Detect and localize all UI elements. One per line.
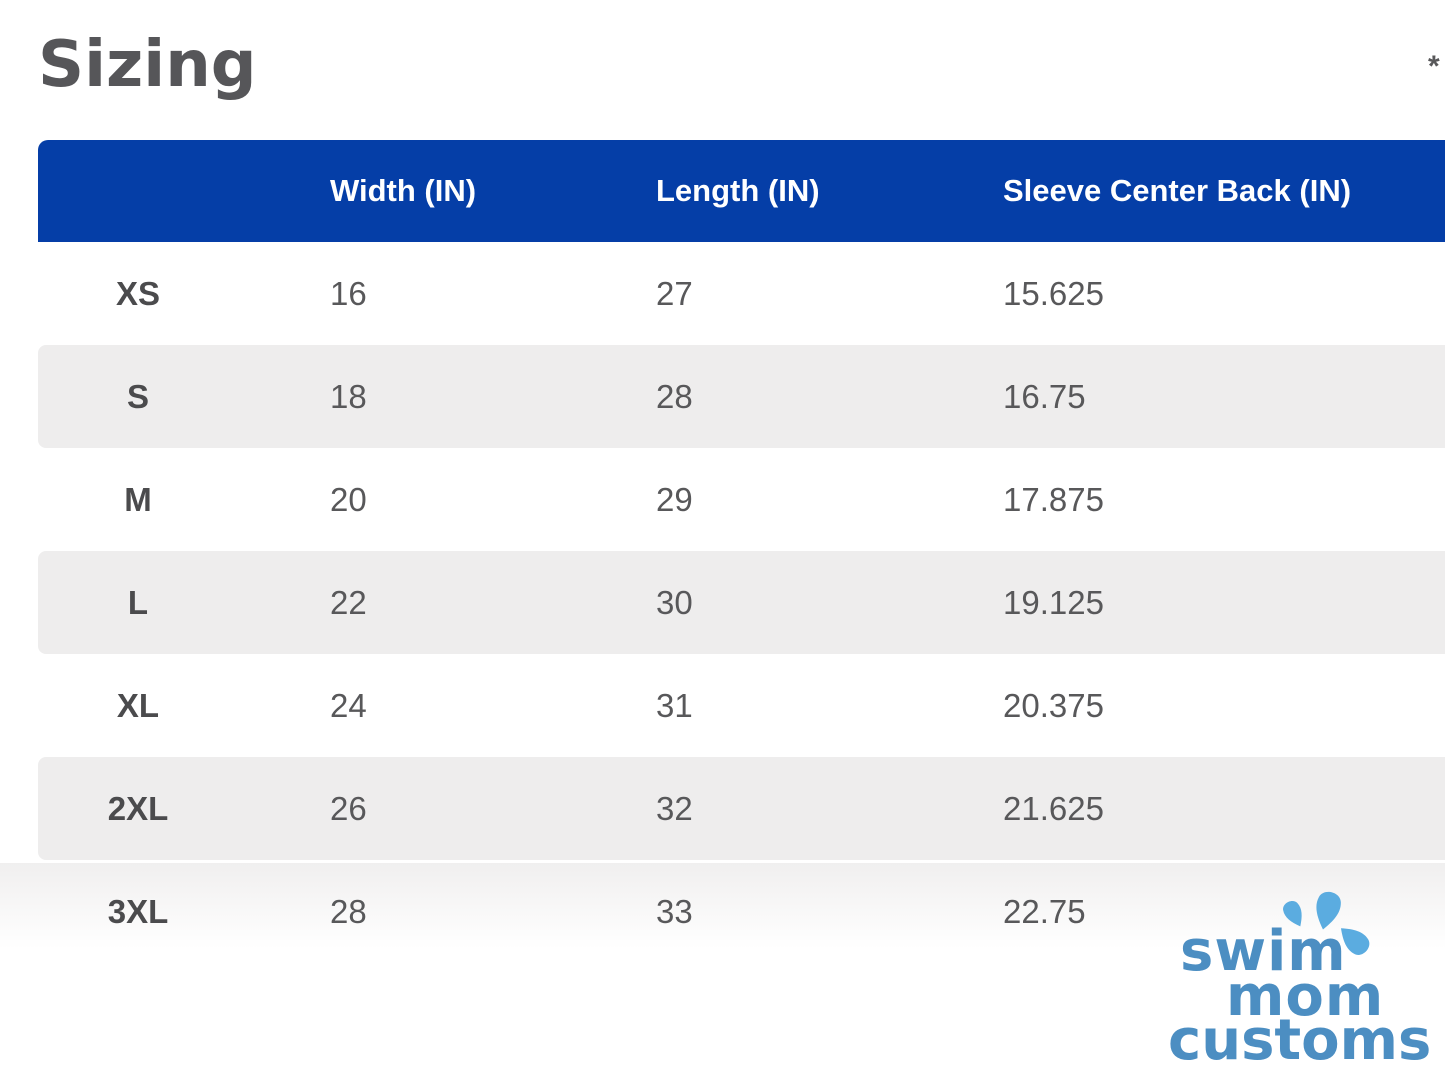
sleeve-cell: 19.125 xyxy=(1003,583,1104,621)
size-cell: L xyxy=(127,583,149,621)
sizing-table: Width (IN) Length (IN) Sleeve Center Bac… xyxy=(38,140,1445,963)
table-row: XS 16 27 15.625 xyxy=(38,242,1445,345)
width-cell: 22 xyxy=(330,583,367,621)
page-title: Sizing xyxy=(38,28,257,102)
header-sleeve: Sleeve Center Back (IN) xyxy=(1003,173,1352,208)
length-cell: 30 xyxy=(656,583,693,621)
length-cell: 29 xyxy=(656,480,693,518)
water-splash-icon xyxy=(1283,891,1370,955)
table-row: 2XL 26 32 21.625 xyxy=(38,757,1445,860)
width-cell: 26 xyxy=(330,789,367,827)
table-row: 3XL 28 33 22.75 xyxy=(38,860,1445,963)
length-cell: 28 xyxy=(656,377,693,415)
sleeve-cell: 20.375 xyxy=(1003,686,1104,724)
table-row: S 18 28 16.75 xyxy=(38,345,1445,448)
header-length: Length (IN) xyxy=(656,173,820,208)
table-header-row: Width (IN) Length (IN) Sleeve Center Bac… xyxy=(38,140,1445,242)
sleeve-cell: 16.75 xyxy=(1003,377,1086,415)
size-cell: 3XL xyxy=(107,892,169,930)
sleeve-cell: 15.625 xyxy=(1003,274,1104,312)
table-row: L 22 30 19.125 xyxy=(38,551,1445,654)
width-cell: 24 xyxy=(330,686,367,724)
width-cell: 16 xyxy=(330,274,367,312)
logo-word-mom: mom xyxy=(1226,964,1385,1029)
width-cell: 20 xyxy=(330,480,367,518)
length-cell: 31 xyxy=(656,686,693,724)
table-row: XL 24 31 20.375 xyxy=(38,654,1445,757)
size-cell: S xyxy=(126,377,149,415)
sleeve-cell: 17.875 xyxy=(1003,480,1104,518)
width-cell: 28 xyxy=(330,892,367,930)
sleeve-cell: 21.625 xyxy=(1003,789,1104,827)
table-row: M 20 29 17.875 xyxy=(38,448,1445,551)
size-cell: XL xyxy=(116,686,160,724)
table-bottom-fade xyxy=(0,863,1445,949)
swim-mom-customs-logo: swim mom customs xyxy=(1160,880,1445,1084)
length-cell: 32 xyxy=(656,789,693,827)
logo-word-customs: customs xyxy=(1168,1008,1432,1073)
width-cell: 18 xyxy=(330,377,367,415)
size-cell: 2XL xyxy=(107,789,169,827)
header-width: Width (IN) xyxy=(330,173,477,208)
size-cell: M xyxy=(124,480,152,518)
logo-word-swim: swim xyxy=(1180,919,1347,984)
length-cell: 33 xyxy=(656,892,693,930)
size-cell: XS xyxy=(115,274,161,312)
sleeve-cell: 22.75 xyxy=(1003,892,1086,930)
footnote-asterisk: * xyxy=(1428,50,1440,83)
length-cell: 27 xyxy=(656,274,693,312)
